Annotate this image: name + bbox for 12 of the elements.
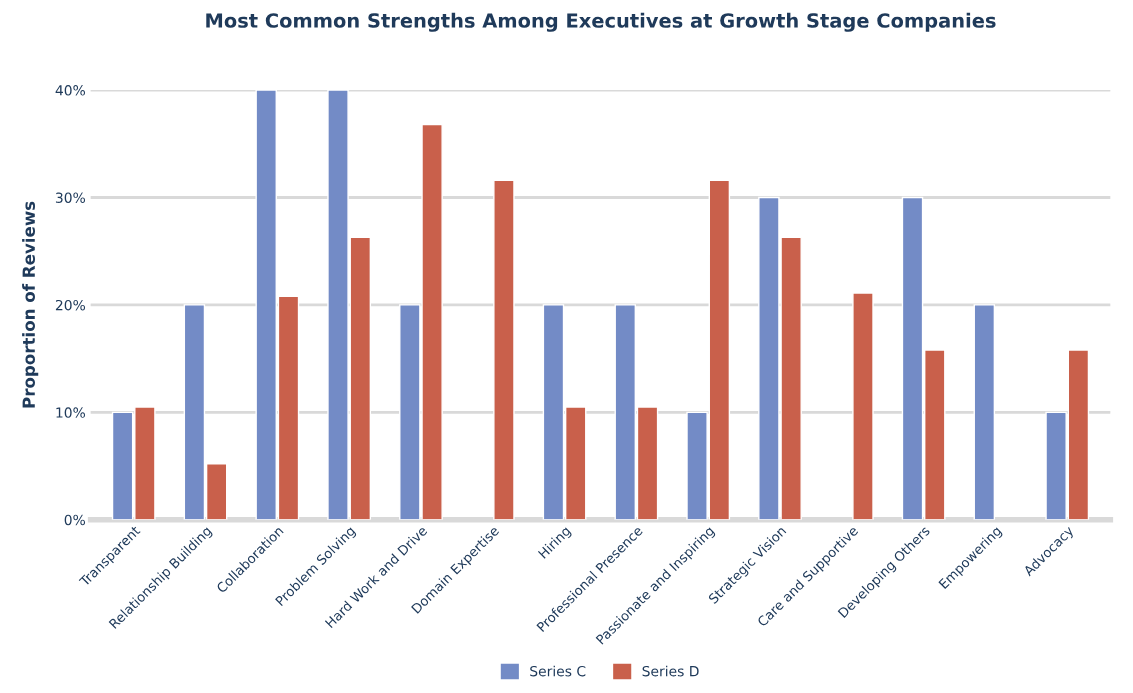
y-axis-title: Proportion of Reviews xyxy=(22,201,39,408)
bar xyxy=(852,292,874,520)
bar xyxy=(493,179,515,520)
chart-title: Most Common Strengths Among Executives at Growth Stage Companies xyxy=(206,12,996,32)
legend-label: Series D xyxy=(642,665,699,677)
y-tick-label: 40% xyxy=(55,85,86,96)
y-tick-label: 30% xyxy=(55,192,86,203)
y-tick-label: 20% xyxy=(55,299,86,311)
bar xyxy=(973,304,996,520)
y-tick-label: 10% xyxy=(56,407,86,418)
y-tick-label: 0% xyxy=(64,514,86,526)
legend-label: Series C xyxy=(530,665,586,677)
